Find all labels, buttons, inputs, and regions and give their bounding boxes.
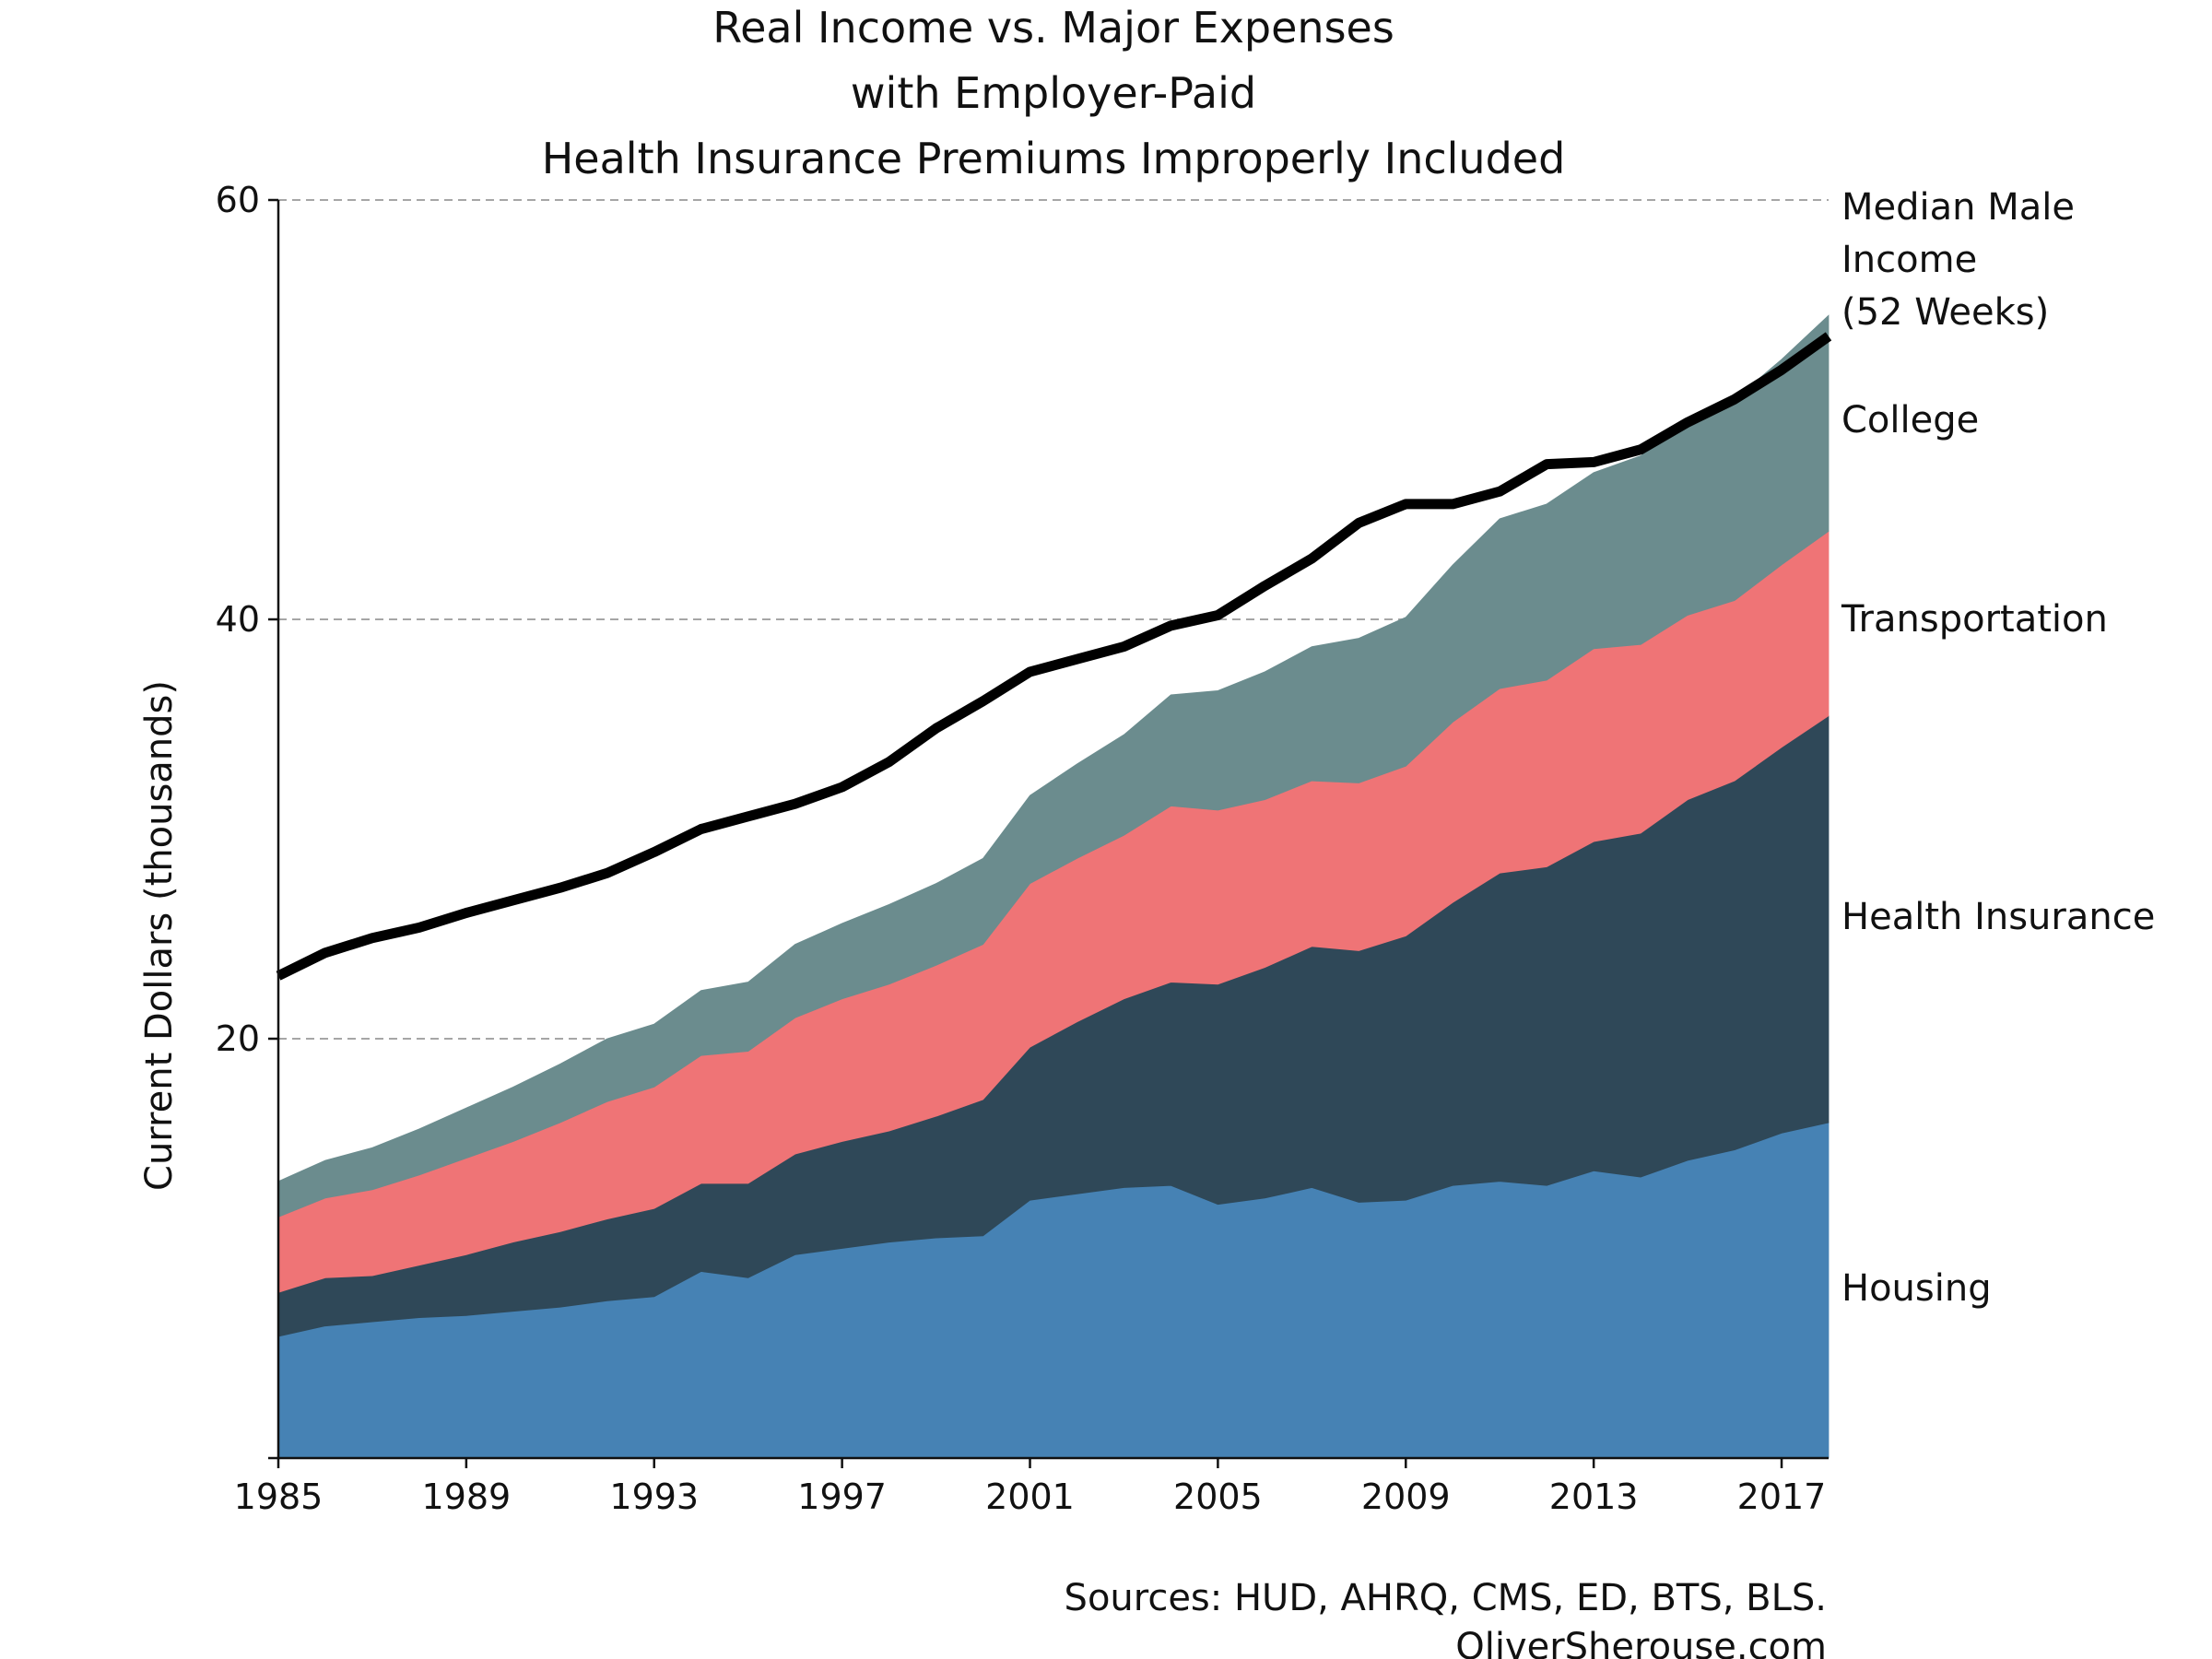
source-line-2: OliverSherouse.com [1455,1626,1827,1659]
axes: 20 40 60 1985 1989 1993 1997 2001 2005 2009 2013 20… [216,180,1829,1517]
x-tick-label-1993: 1993 [609,1477,699,1517]
x-tick-label-2013: 2013 [1549,1477,1639,1517]
chart-title: Real Income vs. Major Expenses with Empl… [542,3,1566,183]
label-health-insurance: Health Insurance [1841,896,2155,938]
label-housing: Housing [1841,1267,1992,1310]
label-median-income-line-3: (52 Weeks) [1841,291,2049,334]
income-line-layer [276,332,1832,981]
x-tick-label-2017: 2017 [1737,1477,1827,1517]
x-tick-label-2009: 2009 [1361,1477,1451,1517]
median-income-line [276,332,1832,981]
stacked-areas [277,314,1830,1459]
label-college: College [1841,399,1979,441]
series-labels: Median Male Income (52 Weeks) College Tr… [1841,186,2155,1310]
source-line-1: Sources: HUD, AHRQ, CMS, ED, BTS, BLS. [1065,1577,1827,1619]
chart-title-line-1: Real Income vs. Major Expenses [712,3,1394,53]
x-tick-label-2001: 2001 [985,1477,1075,1517]
source-note: Sources: HUD, AHRQ, CMS, ED, BTS, BLS. O… [1065,1577,1827,1659]
y-axis-title: Current Dollars (thousands) [138,680,181,1191]
area-college [277,314,1830,1218]
y-tick-label-40: 40 [216,599,260,640]
x-tick-label-1997: 1997 [797,1477,887,1517]
label-transportation: Transportation [1841,598,2108,641]
chart-title-line-2: with Employer-Paid [851,68,1256,118]
chart-title-line-3: Health Insurance Premiums Improperly Inc… [542,134,1566,183]
x-tick-label-2005: 2005 [1173,1477,1263,1517]
y-tick-label-20: 20 [216,1018,260,1059]
label-median-income-line-2: Income [1841,239,1977,281]
label-median-income-line-1: Median Male [1841,186,2075,229]
y-tick-label-60: 60 [216,180,260,220]
x-tick-label-1989: 1989 [422,1477,512,1517]
x-tick-label-1985: 1985 [234,1477,324,1517]
